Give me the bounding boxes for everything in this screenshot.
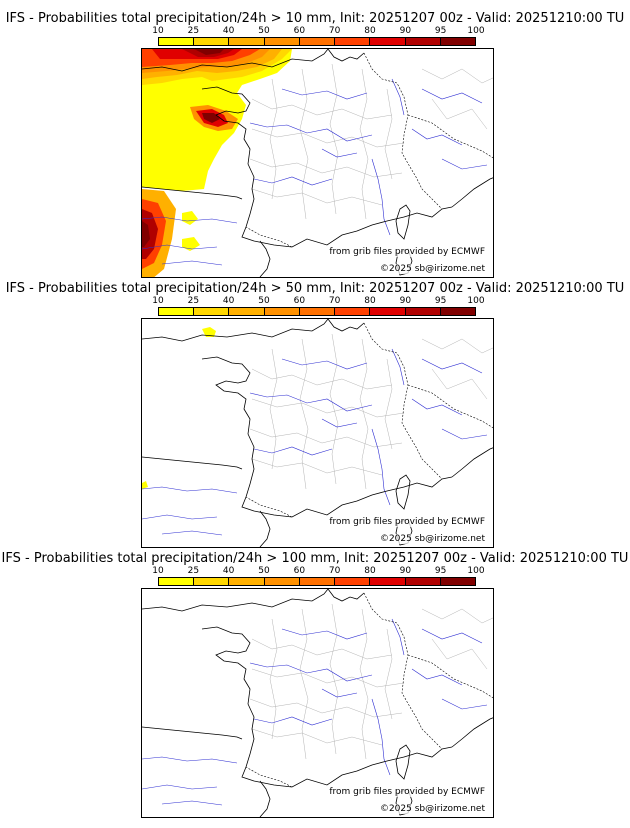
- colorbar-tick-label: 80: [364, 26, 376, 36]
- colorbar-tick-label: 80: [364, 296, 376, 306]
- source-credit: from grib files provided by ECMWF: [327, 517, 487, 527]
- colorbar-tick-label: 60: [293, 26, 306, 36]
- colorbar-segment: [335, 578, 371, 585]
- copyright-credit: ©2025 sb@irizome.net: [377, 804, 487, 814]
- colorbar-segment: [264, 38, 300, 45]
- colorbar-tick-label: 90: [399, 296, 412, 306]
- colorbar-tick-label: 40: [222, 26, 235, 36]
- colorbar-segment: [194, 578, 230, 585]
- map-panel-10mm: IFS - Probabilities total precipitation/…: [0, 0, 630, 278]
- colorbar-segment: [299, 38, 336, 45]
- source-credit: from grib files provided by ECMWF: [327, 787, 487, 797]
- colorbar-tick-label: 40: [222, 296, 235, 306]
- colorbar-tick-label: 70: [328, 296, 341, 306]
- source-credit: from grib files provided by ECMWF: [327, 247, 487, 257]
- copyright-credit: ©2025 sb@irizome.net: [377, 264, 487, 274]
- colorbar-segment: [264, 308, 300, 315]
- colorbar-tick-label: 90: [399, 26, 412, 36]
- colorbar-segment: [299, 308, 336, 315]
- colorbar-strip: [158, 307, 476, 316]
- precipitation-probability-map: from grib files provided by ECMWF ©2025 …: [141, 48, 494, 278]
- colorbar-tick-label: 10: [152, 26, 164, 36]
- colorbar-tick-label: 60: [293, 566, 306, 576]
- colorbar-tick-label: 50: [258, 566, 270, 576]
- colorbar-segment: [229, 578, 265, 585]
- panel-title: IFS - Probabilities total precipitation/…: [1, 551, 629, 566]
- panel-title: IFS - Probabilities total precipitation/…: [5, 281, 625, 296]
- colorbar-segment: [370, 308, 406, 315]
- colorbar-tick-label: 40: [222, 566, 235, 576]
- panel-title: IFS - Probabilities total precipitation/…: [5, 11, 625, 26]
- map-panel-50mm: IFS - Probabilities total precipitation/…: [0, 270, 630, 548]
- map-panel-100mm: IFS - Probabilities total precipitation/…: [0, 540, 630, 818]
- colorbar-tick-label: 95: [434, 296, 447, 306]
- colorbar-segment: [229, 38, 265, 45]
- colorbar-segment: [370, 38, 406, 45]
- colorbar-segment: [299, 578, 336, 585]
- colorbar-segment: [370, 578, 406, 585]
- colorbar-segment: [335, 38, 371, 45]
- colorbar-segment: [440, 308, 475, 315]
- colorbar-tick-label: 80: [364, 566, 376, 576]
- colorbar-tick-label: 10: [152, 296, 164, 306]
- colorbar-tick-label: 90: [399, 566, 412, 576]
- probability-shading: [142, 49, 292, 277]
- colorbar-tick-label: 10: [152, 566, 164, 576]
- colorbar-strip: [158, 577, 476, 586]
- map-svg: [142, 49, 493, 277]
- colorbar: 10 25 40 50 60 70 80 90 95 100: [152, 296, 485, 316]
- colorbar-tick-label: 70: [328, 26, 341, 36]
- colorbar-segment: [264, 578, 300, 585]
- colorbar: 10 25 40 50 60 70 80 90 95 100: [152, 26, 485, 46]
- colorbar: 10 25 40 50 60 70 80 90 95 100: [152, 566, 485, 586]
- colorbar-tick-label: 60: [293, 296, 306, 306]
- colorbar-segment: [405, 38, 441, 45]
- colorbar-tick-label: 100: [467, 26, 485, 36]
- colorbar-tick-label: 50: [258, 26, 270, 36]
- precipitation-probability-map: from grib files provided by ECMWF ©2025 …: [141, 318, 494, 548]
- colorbar-tick-label: 25: [187, 566, 200, 576]
- colorbar-tick-label: 95: [434, 26, 447, 36]
- copyright-credit: ©2025 sb@irizome.net: [377, 534, 487, 544]
- colorbar-strip: [158, 37, 476, 46]
- colorbar-segment: [194, 308, 230, 315]
- colorbar-tick-label: 25: [187, 296, 200, 306]
- colorbar-segment: [405, 578, 441, 585]
- probability-shading: [142, 327, 216, 489]
- colorbar-tick-label: 70: [328, 566, 341, 576]
- colorbar-tick-label: 50: [258, 296, 270, 306]
- colorbar-tick-label: 100: [467, 566, 485, 576]
- map-svg: [142, 589, 493, 817]
- colorbar-segment: [229, 308, 265, 315]
- colorbar-segment: [194, 38, 230, 45]
- colorbar-segment: [159, 38, 195, 45]
- colorbar-segment: [440, 38, 475, 45]
- colorbar-segment: [335, 308, 371, 315]
- colorbar-segment: [159, 308, 195, 315]
- colorbar-segment: [405, 308, 441, 315]
- map-svg: [142, 319, 493, 547]
- colorbar-tick-label: 95: [434, 566, 447, 576]
- colorbar-tick-label: 100: [467, 296, 485, 306]
- colorbar-segment: [440, 578, 475, 585]
- precipitation-probability-map: from grib files provided by ECMWF ©2025 …: [141, 588, 494, 818]
- colorbar-segment: [159, 578, 195, 585]
- colorbar-tick-label: 25: [187, 26, 200, 36]
